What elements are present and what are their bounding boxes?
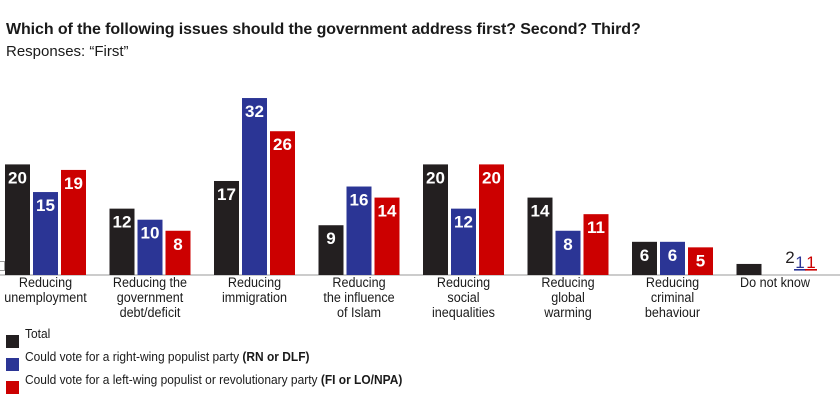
- legend-label-parties: (FI or LO/NPA): [320, 372, 403, 387]
- bar: [109, 208, 135, 275]
- category-label: Reducing: [332, 274, 385, 290]
- data-label: 9: [326, 229, 335, 248]
- data-label: 17: [217, 185, 236, 204]
- data-label: 14: [531, 202, 550, 221]
- data-label: 20: [426, 168, 445, 187]
- legend-label-parties: (RN or DLF): [242, 349, 310, 364]
- category-label: Do not know: [740, 274, 810, 290]
- legend-label: Could vote for: [25, 349, 100, 364]
- legend-swatch-right-wing: [6, 358, 19, 371]
- bar: [214, 180, 239, 275]
- bar: [61, 169, 86, 275]
- bar: [688, 247, 713, 275]
- data-label: 32: [245, 102, 264, 121]
- data-label: 26: [273, 135, 292, 154]
- bar: [660, 241, 685, 275]
- category-label: immigration: [222, 289, 287, 305]
- data-label: 1: [806, 253, 815, 272]
- category-label: criminal: [651, 289, 694, 305]
- data-label: 6: [668, 246, 677, 265]
- bar: [805, 269, 817, 271]
- data-label: 10: [141, 224, 160, 243]
- category-label: debt/deficit: [120, 304, 181, 320]
- category-label: the influence: [323, 289, 394, 305]
- category-label: Reducing: [228, 274, 281, 290]
- bar: [583, 214, 609, 275]
- data-label: 12: [113, 213, 132, 232]
- category-label: inequalities: [432, 304, 495, 320]
- legend-swatch-total: [6, 335, 19, 348]
- data-label: 8: [173, 235, 182, 254]
- data-label: 11: [587, 218, 605, 237]
- bar: [242, 98, 267, 275]
- category-label: of Islam: [337, 304, 381, 320]
- data-label: 2: [785, 248, 794, 267]
- category-label: unemployment: [4, 289, 87, 305]
- chart-title: Which of the following issues should the…: [6, 21, 641, 38]
- bar: [527, 197, 553, 275]
- bar: [479, 164, 504, 275]
- category-label: Reducing: [19, 274, 72, 290]
- data-label: 6: [640, 246, 649, 265]
- category-label: Reducing the: [113, 274, 187, 290]
- bar: [137, 219, 163, 275]
- category-label: global: [551, 289, 585, 305]
- data-label: 14: [378, 202, 397, 221]
- data-label: 15: [36, 196, 55, 215]
- data-label: 20: [482, 168, 501, 187]
- bar-chart: 201519Reducingunemployment12108Reducing …: [0, 98, 840, 320]
- bar: [5, 164, 30, 275]
- data-label: 12: [454, 213, 473, 232]
- chart-subtitle: Responses: “First”: [6, 43, 129, 60]
- bar: [318, 225, 344, 275]
- category-label: government: [117, 289, 184, 305]
- legend-label-rest: a left-wing populist or revolutionary pa…: [99, 372, 321, 387]
- bar: [451, 208, 476, 275]
- bar: [165, 230, 191, 275]
- bar: [736, 263, 762, 275]
- category-label: Reducing: [646, 274, 699, 290]
- category-label: behaviour: [645, 304, 701, 320]
- legend-label-rest: a right-wing populist party: [99, 349, 243, 364]
- data-label: 16: [350, 191, 369, 210]
- legend-label: Total: [25, 326, 51, 341]
- legend-label: Could vote for: [25, 372, 100, 387]
- bar: [346, 186, 372, 275]
- data-label: 5: [696, 251, 705, 270]
- bar: [794, 269, 806, 271]
- data-label: 19: [64, 174, 83, 193]
- bar: [632, 241, 657, 275]
- category-label: Reducing: [437, 274, 490, 290]
- category-label: Reducing: [541, 274, 594, 290]
- bar: [555, 230, 581, 275]
- axis-marker: [0, 261, 5, 271]
- bar: [374, 197, 400, 275]
- legend-swatch-left-wing: [6, 381, 19, 394]
- data-label: 1: [795, 253, 804, 272]
- category-label: warming: [543, 304, 591, 320]
- category-label: social: [447, 289, 479, 305]
- data-label: 8: [563, 235, 572, 254]
- bar: [270, 131, 295, 275]
- data-label: 20: [8, 168, 27, 187]
- bar: [33, 192, 58, 275]
- bar: [423, 164, 448, 275]
